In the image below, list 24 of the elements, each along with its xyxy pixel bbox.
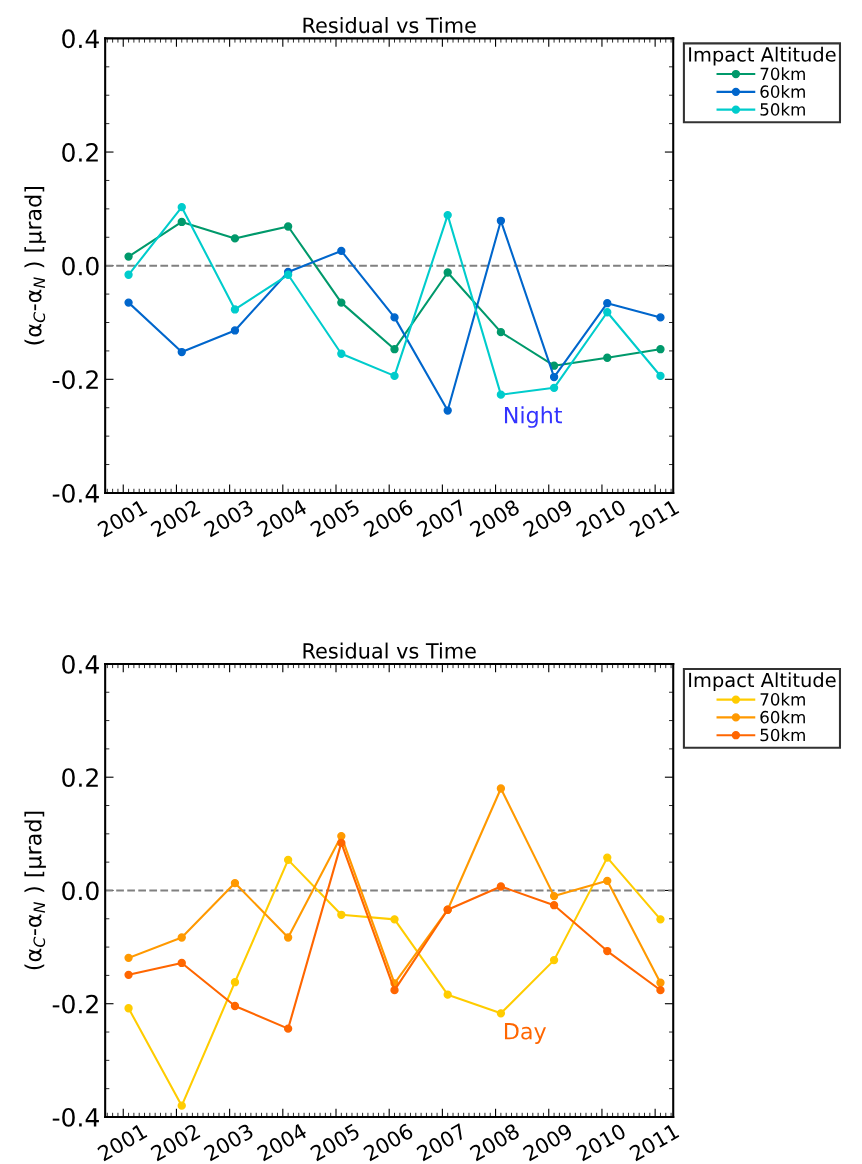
y-tick-label: 0.0	[62, 881, 99, 901]
y-tick-label: -0.2	[52, 370, 98, 390]
y-tick-label: 0.4	[62, 654, 99, 674]
legend-label: 60km	[760, 710, 805, 724]
y-tick-label: 0.2	[62, 768, 98, 788]
legend-label: 50km	[760, 102, 805, 116]
legend-title: Impact Altitude	[689, 672, 836, 692]
y-tick-label: -0.4	[52, 483, 99, 503]
legend-title: Impact Altitude	[689, 46, 836, 66]
chart-title: Residual vs Time	[303, 642, 476, 659]
annotation: Day	[504, 1023, 547, 1044]
chart-title: Residual vs Time	[303, 17, 476, 34]
legend-label: 60km	[760, 85, 805, 98]
y-tick-label: -0.2	[52, 994, 98, 1014]
legend-label: 70km	[760, 67, 805, 81]
y-tick-label: -0.4	[52, 1107, 99, 1127]
legend-label: 50km	[760, 728, 805, 742]
y-tick-label: 0.2	[62, 142, 98, 162]
annotation: Night	[504, 406, 562, 428]
y-axis-title: (α$_{C}$-α$_{N}$ ) [μrad]	[24, 187, 46, 345]
y-tick-label: 0.4	[62, 29, 99, 49]
legend-label: 70km	[760, 692, 805, 706]
y-tick-label: 0.0	[62, 256, 99, 276]
y-axis-title: (α$_{C}$-α$_{N}$ ) [μrad]	[24, 811, 46, 970]
